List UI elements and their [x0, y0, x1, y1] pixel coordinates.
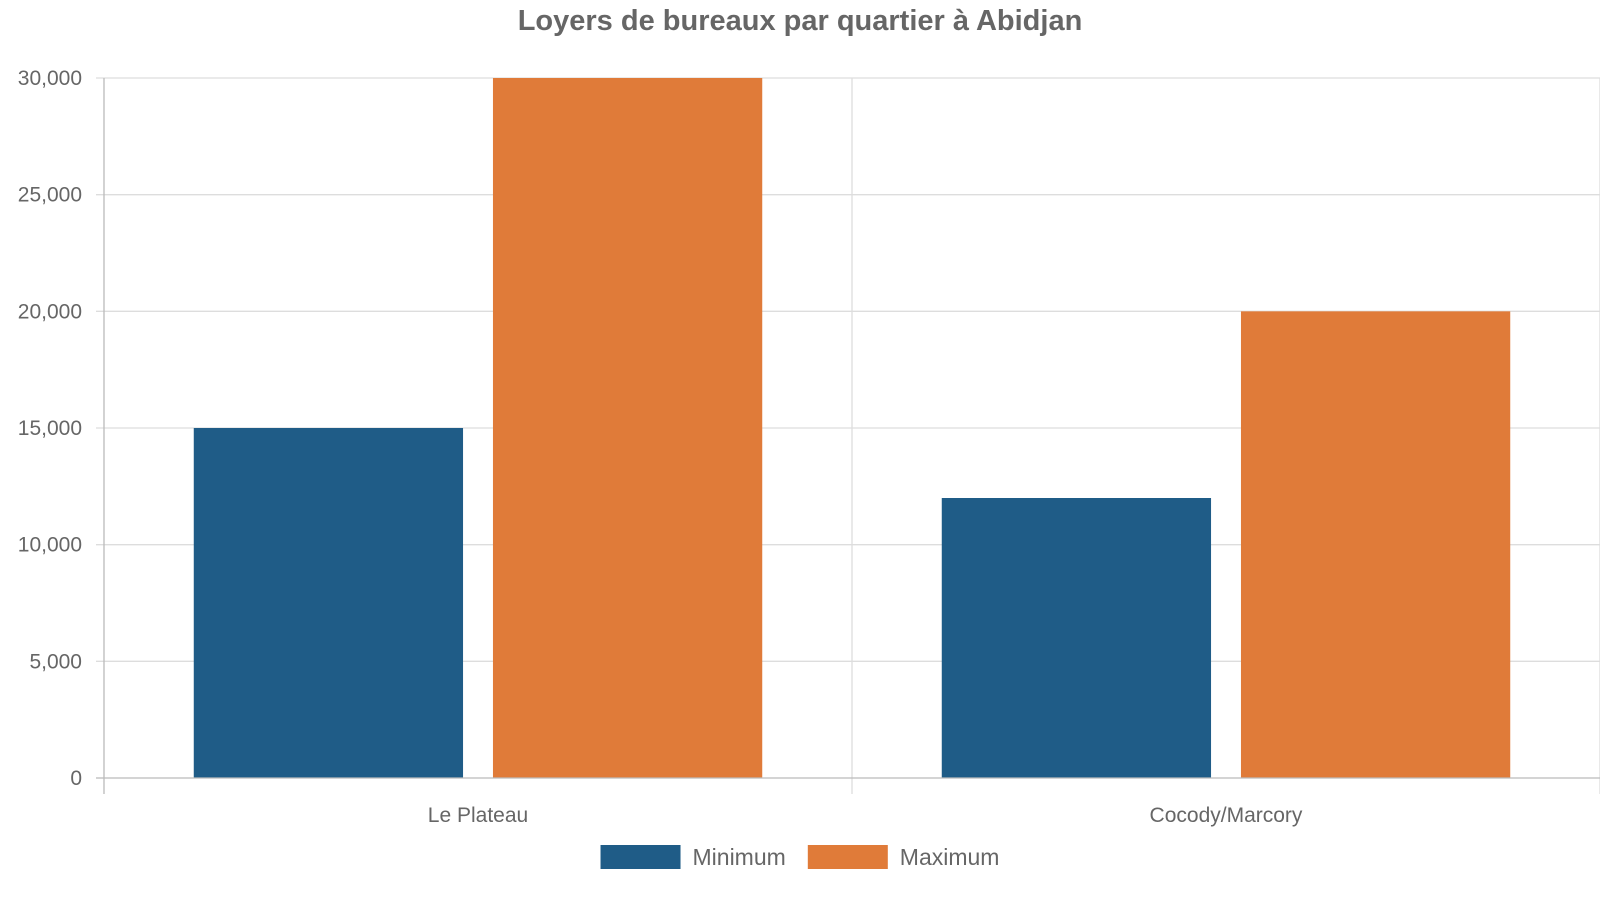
x-axis-categories: Le Plateau Cocody/Marcory — [428, 804, 1303, 827]
bar-maximum-1 — [1240, 311, 1511, 778]
y-tick-label: 5,000 — [29, 650, 82, 673]
bars — [193, 78, 1511, 778]
bar-maximum-0 — [492, 78, 763, 778]
y-tick-label: 10,000 — [18, 534, 82, 557]
y-tick-label: 25,000 — [18, 184, 82, 207]
bar-minimum-1 — [941, 498, 1212, 778]
chart-title: Loyers de bureaux par quartier à Abidjan — [518, 5, 1083, 37]
y-axis-ticks: 0 5,000 10,000 15,000 20,000 25,000 30,000 — [18, 67, 82, 790]
legend-swatch-minimum — [600, 845, 681, 869]
y-tick-label: 20,000 — [18, 300, 82, 323]
y-tick-label: 30,000 — [18, 67, 82, 90]
legend: Minimum Maximum — [600, 844, 1000, 870]
legend-label-maximum: Maximum — [900, 844, 1000, 870]
bar-minimum-0 — [193, 428, 464, 778]
legend-label-minimum: Minimum — [693, 844, 786, 870]
x-category-label: Le Plateau — [428, 804, 528, 827]
axes — [96, 78, 1600, 794]
x-category-label: Cocody/Marcory — [1150, 804, 1303, 827]
legend-swatch-maximum — [807, 845, 888, 869]
y-tick-label: 15,000 — [18, 417, 82, 440]
y-tick-label: 0 — [70, 767, 82, 790]
